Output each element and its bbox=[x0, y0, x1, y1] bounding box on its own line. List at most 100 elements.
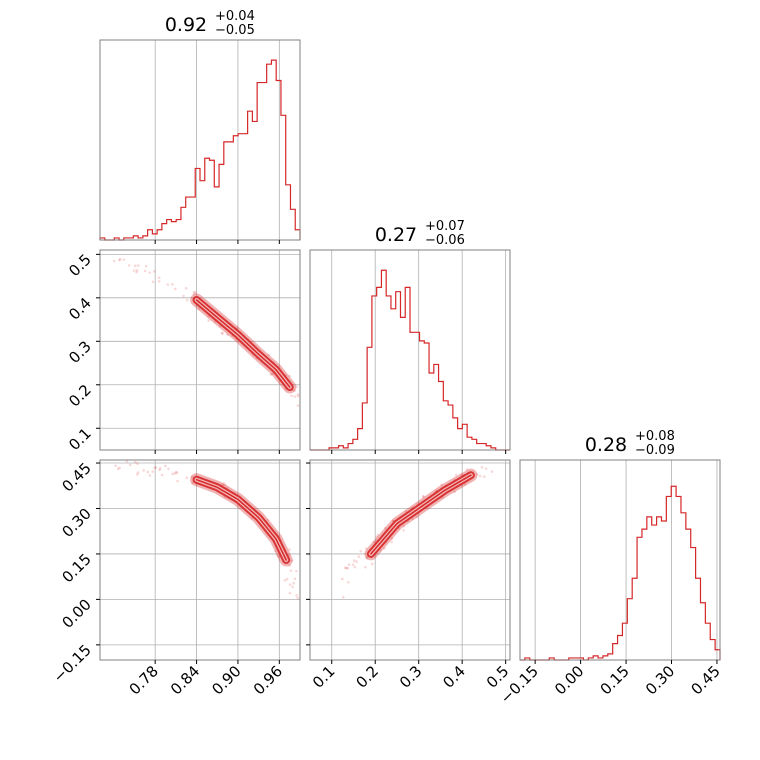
histogram-param-3 bbox=[520, 485, 721, 661]
sample-point bbox=[352, 559, 356, 562]
x-axis-ticks bbox=[154, 450, 280, 454]
sample-point bbox=[296, 596, 300, 600]
density-band-2 bbox=[190, 473, 293, 567]
sample-point bbox=[269, 373, 273, 376]
sample-point bbox=[135, 269, 139, 272]
sample-point bbox=[270, 372, 274, 376]
sample-point bbox=[288, 583, 292, 586]
sample-point bbox=[402, 528, 405, 532]
y-tick-label: 0.5 bbox=[65, 250, 95, 280]
sample-point bbox=[154, 466, 158, 469]
y-tick-label: 0.30 bbox=[58, 505, 94, 541]
sample-point bbox=[157, 276, 161, 279]
sample-point bbox=[390, 540, 394, 544]
sample-point bbox=[167, 467, 170, 471]
sample-point bbox=[218, 325, 222, 328]
y-tick-label: 0.3 bbox=[65, 337, 95, 367]
sample-point bbox=[191, 481, 194, 485]
sample-point bbox=[114, 464, 117, 468]
y-tick-label: 0.45 bbox=[58, 459, 94, 495]
grid-y bbox=[100, 462, 300, 646]
sample-point bbox=[118, 258, 121, 262]
sample-point bbox=[346, 567, 350, 570]
sample-point bbox=[384, 526, 387, 530]
x-tick-label: 0.84 bbox=[167, 662, 203, 698]
sample-point bbox=[146, 470, 150, 474]
samples-3 bbox=[341, 466, 494, 599]
sample-point bbox=[376, 533, 380, 537]
sample-point bbox=[190, 475, 194, 479]
hist-frame-2 bbox=[309, 249, 511, 451]
pair-frame-2 bbox=[99, 459, 301, 661]
sample-point bbox=[143, 269, 147, 273]
sample-point bbox=[291, 585, 294, 589]
sample-point bbox=[224, 483, 227, 487]
grid-x bbox=[154, 460, 280, 660]
sample-point bbox=[292, 581, 296, 585]
contour-outer-2 bbox=[192, 475, 291, 564]
sample-point bbox=[295, 594, 298, 597]
sample-point bbox=[175, 471, 179, 475]
sample-point bbox=[118, 466, 121, 470]
x-tick-label: 0.1 bbox=[309, 662, 339, 692]
sample-point bbox=[295, 385, 298, 389]
ridge-line-1 bbox=[195, 299, 291, 388]
grid-x bbox=[534, 460, 718, 660]
sample-point bbox=[440, 483, 444, 487]
sample-point bbox=[157, 280, 161, 283]
sample-point bbox=[295, 569, 298, 573]
sample-point bbox=[276, 554, 280, 557]
sample-point bbox=[171, 472, 175, 476]
histogram-param-2 bbox=[310, 269, 510, 451]
sample-point bbox=[184, 287, 188, 290]
sample-point bbox=[290, 394, 293, 398]
sample-point bbox=[372, 540, 376, 544]
sample-point bbox=[296, 394, 300, 398]
sample-point bbox=[136, 264, 140, 267]
sample-point bbox=[341, 595, 345, 599]
sample-point bbox=[274, 549, 277, 553]
sample-point bbox=[133, 264, 137, 268]
sample-point bbox=[478, 474, 482, 478]
sample-point bbox=[404, 510, 408, 513]
sample-point bbox=[151, 470, 155, 473]
sample-point bbox=[153, 270, 156, 273]
title-param-2: 0.27 bbox=[375, 224, 417, 246]
sample-point bbox=[480, 466, 484, 469]
sample-point bbox=[128, 463, 132, 467]
sample-point bbox=[288, 548, 291, 551]
sample-point bbox=[222, 481, 226, 485]
sample-point bbox=[151, 280, 155, 284]
x-tick-label: 0.30 bbox=[642, 662, 678, 698]
title-plus-2: +0.07 bbox=[425, 219, 465, 234]
sample-point bbox=[459, 473, 463, 477]
sample-point bbox=[176, 479, 179, 483]
y-tick-label: 0.4 bbox=[65, 294, 95, 324]
sample-point bbox=[475, 473, 479, 476]
x-axis-ticks: −0.15 0.00 0.15 0.30 0.45 bbox=[497, 660, 724, 707]
x-tick-label: 0.00 bbox=[551, 662, 587, 698]
y-axis-ticks: −0.15 0.00 0.15 0.30 0.45 bbox=[50, 459, 100, 686]
sample-point bbox=[182, 294, 185, 298]
sample-point bbox=[288, 374, 291, 378]
sample-point bbox=[359, 549, 363, 553]
sample-point bbox=[422, 495, 425, 498]
sample-point bbox=[285, 577, 289, 581]
sample-point bbox=[402, 524, 406, 528]
sample-point bbox=[194, 291, 197, 294]
sample-point bbox=[164, 464, 167, 468]
sample-point bbox=[122, 258, 126, 261]
sample-point bbox=[135, 270, 138, 274]
sample-point bbox=[173, 472, 177, 475]
sample-point bbox=[370, 562, 374, 566]
sample-point bbox=[364, 547, 368, 550]
sample-point bbox=[288, 564, 291, 567]
sample-point bbox=[293, 389, 296, 393]
sample-point bbox=[142, 469, 145, 472]
sample-point bbox=[365, 555, 369, 559]
sample-point bbox=[118, 257, 122, 261]
sample-point bbox=[341, 577, 344, 581]
sample-point bbox=[296, 404, 300, 407]
grid-y bbox=[100, 253, 300, 429]
